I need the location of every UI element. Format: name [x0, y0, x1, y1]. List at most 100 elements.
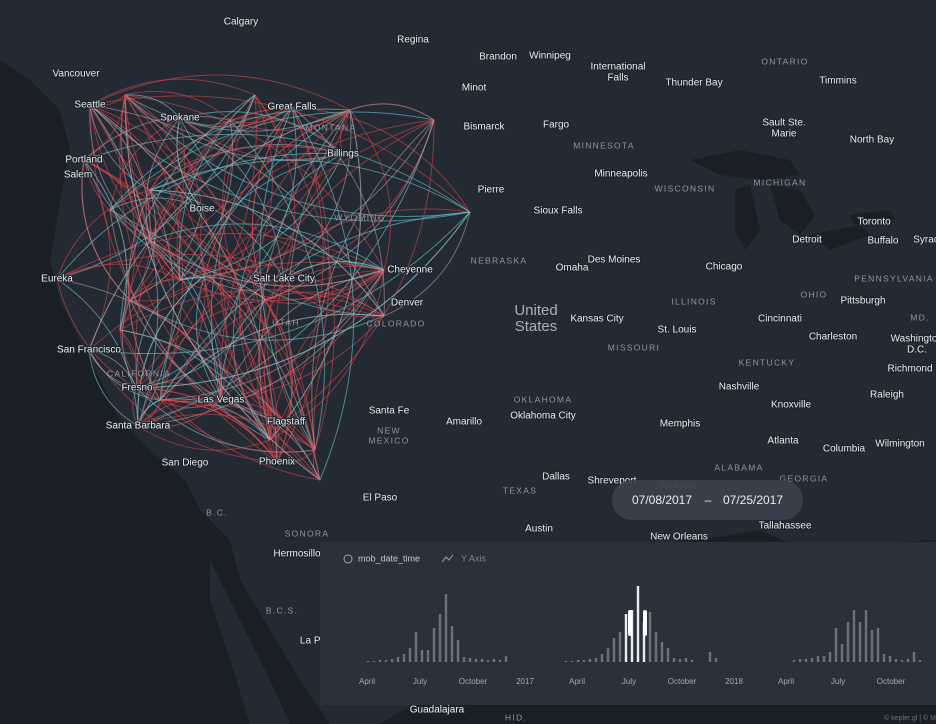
city-label: Salt Lake City [253, 274, 315, 285]
city-label: Santa Fe [369, 406, 410, 417]
region-label: B.C.S. [266, 605, 298, 615]
city-label: San Diego [162, 458, 209, 469]
time-axis-label: April [778, 677, 794, 686]
flow-arc [149, 94, 256, 191]
flow-arc [179, 153, 344, 281]
histogram-bar [672, 658, 676, 662]
region-label: SONORA [285, 528, 330, 538]
region-label: MD. [910, 312, 929, 322]
city-label: Toronto [857, 217, 891, 228]
region-label: GEORGIA [780, 473, 829, 483]
histogram-bar [492, 659, 496, 662]
flow-arc [56, 263, 181, 281]
histogram-bar [906, 659, 910, 662]
flow-arc [276, 106, 330, 463]
time-axis-label: October [459, 677, 488, 686]
region-label: MISSOURI [608, 342, 660, 352]
city-label: San Francisco [57, 345, 121, 356]
city-label: Denver [391, 298, 424, 309]
flow-arc [149, 159, 471, 213]
histogram-bar [564, 661, 568, 662]
region-label: NEW [377, 425, 401, 435]
city-label: St. Louis [658, 325, 697, 336]
flow-arc [159, 399, 316, 453]
flow-arc [239, 289, 266, 301]
flow-arc [179, 106, 293, 128]
city-label: Billings [327, 149, 359, 160]
time-axis-label: July [622, 677, 636, 686]
histogram-bar [372, 661, 376, 662]
flow-arc [229, 106, 293, 124]
histogram-bar [366, 661, 370, 662]
city-label: Austin [525, 524, 553, 535]
flow-arc [88, 349, 139, 427]
flow-arc [128, 189, 161, 401]
flow-arc [129, 299, 287, 423]
city-label: El Paso [363, 493, 398, 504]
histogram-bar [396, 657, 400, 662]
histogram-bar [612, 638, 616, 662]
flow-arc [149, 144, 344, 191]
flow-arc [311, 119, 435, 451]
histogram-bar [636, 586, 640, 662]
flow-arc [81, 159, 131, 301]
time-axis-label: 2017 [516, 677, 534, 686]
city-label: Timmins [819, 76, 856, 87]
flow-arc [179, 117, 344, 161]
city-label: Atlanta [767, 436, 799, 447]
histogram-bar [660, 642, 664, 662]
flow-arc [137, 274, 206, 427]
region-label: MINNESOTA [573, 140, 635, 150]
histogram-bar [384, 660, 388, 662]
city-label: Thunder Bay [665, 78, 722, 89]
region-label: KENTUCKY [739, 357, 796, 367]
flow-arc [283, 261, 385, 280]
histogram-bar [462, 657, 466, 662]
y-axis-select[interactable]: Y Axis [461, 553, 486, 563]
city-label: Amarillo [446, 417, 483, 428]
histogram-bar [582, 660, 586, 662]
city-label: Dallas [542, 472, 570, 483]
histogram-bar [852, 610, 856, 662]
histogram-bar [570, 661, 574, 662]
time-axis-label: April [359, 677, 375, 686]
histogram-bar [378, 660, 382, 662]
histogram-bar [888, 656, 892, 662]
time-axis-label: October [668, 677, 697, 686]
city-label: Minneapolis [594, 169, 647, 180]
region-label: TEXAS [503, 485, 537, 495]
flow-arc [291, 106, 385, 317]
flow-arc [254, 94, 335, 451]
histogram-bar [486, 660, 490, 662]
flow-arc [149, 106, 293, 241]
timeline: mob_date_time Y Axis April July October 201… [320, 542, 936, 705]
region-label: NEBRASKA [471, 255, 528, 265]
region-label: OHIO [801, 289, 828, 299]
flow-arc [285, 119, 435, 423]
city-label: Guadalajara [410, 705, 465, 716]
city-label: Santa Barbara [106, 421, 171, 432]
city-label: Falls [607, 73, 628, 84]
clock-icon [343, 554, 353, 564]
city-label: Phoenix [259, 457, 295, 468]
city-label: Sault Ste. [762, 118, 805, 129]
region-label: COLORADO [366, 318, 425, 328]
region-label: ONTARIO [761, 56, 808, 66]
time-axis-label: July [413, 677, 427, 686]
time-field[interactable]: mob_date_time [358, 553, 420, 563]
flow-arc [88, 349, 278, 463]
brush-handle [643, 610, 647, 636]
flow-arc [264, 299, 294, 423]
flow-arc [149, 189, 385, 317]
histogram-bar [408, 648, 412, 662]
flow-arc [159, 399, 222, 409]
histogram-bar [912, 652, 916, 662]
date-range: 07/08/2017 – 07/25/2017 [612, 480, 803, 520]
flow-arc [283, 278, 385, 318]
flow-arc [109, 209, 222, 401]
flow-arc [264, 153, 344, 463]
flow-arc [159, 269, 385, 401]
flow-arc [264, 269, 385, 305]
histogram-bar [504, 656, 508, 662]
